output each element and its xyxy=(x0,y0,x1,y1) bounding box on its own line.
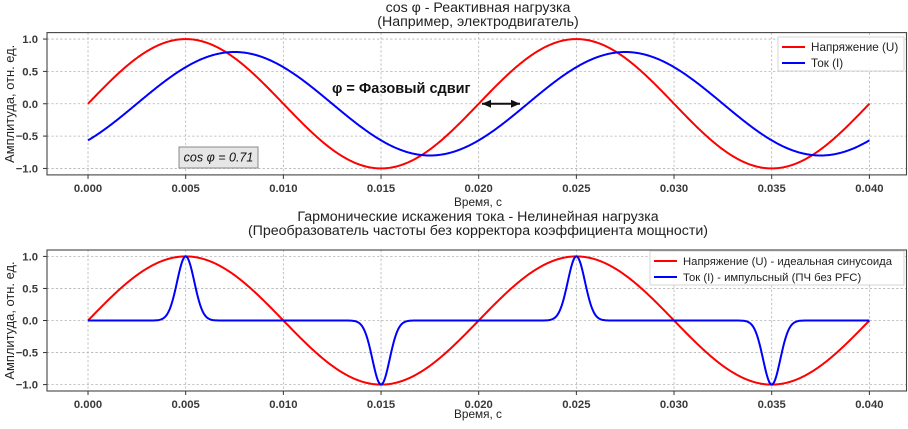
svg-text:0.020: 0.020 xyxy=(465,183,493,195)
svg-text:−0.5: −0.5 xyxy=(16,131,38,143)
svg-text:Ток (I): Ток (I) xyxy=(811,57,843,70)
svg-text:Напряжение (U): Напряжение (U) xyxy=(811,41,898,54)
svg-text:0.040: 0.040 xyxy=(855,183,883,195)
svg-text:−1.0: −1.0 xyxy=(16,380,38,392)
svg-text:0.010: 0.010 xyxy=(269,183,297,195)
svg-text:0.5: 0.5 xyxy=(22,66,38,78)
svg-text:0.040: 0.040 xyxy=(855,399,883,411)
svg-text:0.0: 0.0 xyxy=(22,99,38,111)
svg-text:−0.5: −0.5 xyxy=(16,348,38,360)
svg-text:0.015: 0.015 xyxy=(367,399,395,411)
svg-text:0.035: 0.035 xyxy=(758,183,786,195)
svg-text:0.005: 0.005 xyxy=(172,183,200,195)
svg-text:Время, с: Время, с xyxy=(454,407,502,421)
svg-text:0.010: 0.010 xyxy=(269,399,297,411)
svg-text:0.000: 0.000 xyxy=(74,399,102,411)
svg-text:0.025: 0.025 xyxy=(562,183,590,195)
svg-text:0.000: 0.000 xyxy=(74,183,102,195)
svg-text:0.0: 0.0 xyxy=(22,316,38,328)
svg-text:0.030: 0.030 xyxy=(660,399,688,411)
svg-text:0.025: 0.025 xyxy=(562,399,590,411)
svg-text:0.030: 0.030 xyxy=(660,183,688,195)
svg-text:Напряжение (U) - идеальная син: Напряжение (U) - идеальная синусоида xyxy=(683,256,893,268)
svg-text:0.005: 0.005 xyxy=(172,399,200,411)
svg-text:Амплитуда, отн. ед.: Амплитуда, отн. ед. xyxy=(2,45,17,163)
svg-text:0.5: 0.5 xyxy=(22,283,38,295)
svg-text:Время, с: Время, с xyxy=(454,195,502,209)
svg-text:cos φ = 0.71: cos φ = 0.71 xyxy=(184,151,254,165)
svg-text:Амплитуда, отн. ед.: Амплитуда, отн. ед. xyxy=(2,261,17,379)
svg-text:1.0: 1.0 xyxy=(22,251,38,263)
svg-text:φ = Фазовый сдвиг: φ = Фазовый сдвиг xyxy=(332,81,471,97)
svg-text:Ток (I) - импульсный (ПЧ без P: Ток (I) - импульсный (ПЧ без PFC) xyxy=(683,272,861,284)
svg-text:−1.0: −1.0 xyxy=(16,163,38,175)
svg-text:1.0: 1.0 xyxy=(22,34,38,46)
svg-text:0.035: 0.035 xyxy=(758,399,786,411)
svg-text:(Например, электродвигатель): (Например, электродвигатель) xyxy=(377,14,579,30)
svg-text:0.015: 0.015 xyxy=(367,183,395,195)
svg-text:(Преобразователь частоты без к: (Преобразователь частоты без корректора … xyxy=(248,223,708,239)
